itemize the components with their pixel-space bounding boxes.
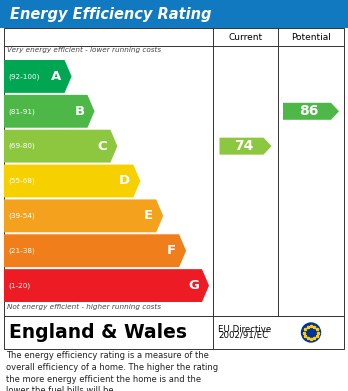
Text: (21-38): (21-38) bbox=[8, 248, 35, 254]
Polygon shape bbox=[4, 95, 94, 128]
Text: 86: 86 bbox=[299, 104, 319, 118]
Text: (1-20): (1-20) bbox=[8, 282, 30, 289]
Text: D: D bbox=[119, 174, 130, 188]
Text: (39-54): (39-54) bbox=[8, 213, 35, 219]
Text: 74: 74 bbox=[234, 139, 253, 153]
Text: Potential: Potential bbox=[291, 32, 331, 41]
Text: Energy Efficiency Rating: Energy Efficiency Rating bbox=[10, 7, 212, 22]
Text: (55-68): (55-68) bbox=[8, 178, 35, 184]
Polygon shape bbox=[220, 138, 271, 155]
Text: (92-100): (92-100) bbox=[8, 73, 39, 80]
Polygon shape bbox=[4, 199, 163, 232]
Polygon shape bbox=[4, 60, 72, 93]
Polygon shape bbox=[4, 165, 140, 197]
Bar bbox=[0, 0, 348, 28]
Text: A: A bbox=[51, 70, 62, 83]
Text: Current: Current bbox=[228, 32, 262, 41]
Text: Very energy efficient - lower running costs: Very energy efficient - lower running co… bbox=[7, 47, 161, 53]
Text: E: E bbox=[144, 209, 153, 222]
Bar bbox=[4, 28, 344, 316]
Polygon shape bbox=[4, 130, 117, 163]
Text: Not energy efficient - higher running costs: Not energy efficient - higher running co… bbox=[7, 304, 161, 310]
Text: B: B bbox=[74, 105, 85, 118]
Text: England & Wales: England & Wales bbox=[9, 323, 187, 342]
Bar bbox=[4, 316, 344, 349]
Text: (69-80): (69-80) bbox=[8, 143, 35, 149]
Text: EU Directive: EU Directive bbox=[218, 325, 271, 334]
Text: F: F bbox=[167, 244, 176, 257]
Text: 2002/91/EC: 2002/91/EC bbox=[218, 331, 268, 340]
Text: C: C bbox=[98, 140, 108, 152]
Text: (81-91): (81-91) bbox=[8, 108, 35, 115]
Polygon shape bbox=[283, 103, 339, 120]
Circle shape bbox=[301, 323, 321, 342]
Polygon shape bbox=[4, 234, 186, 267]
Polygon shape bbox=[4, 269, 209, 302]
Text: The energy efficiency rating is a measure of the
overall efficiency of a home. T: The energy efficiency rating is a measur… bbox=[6, 351, 218, 391]
Text: G: G bbox=[188, 279, 199, 292]
